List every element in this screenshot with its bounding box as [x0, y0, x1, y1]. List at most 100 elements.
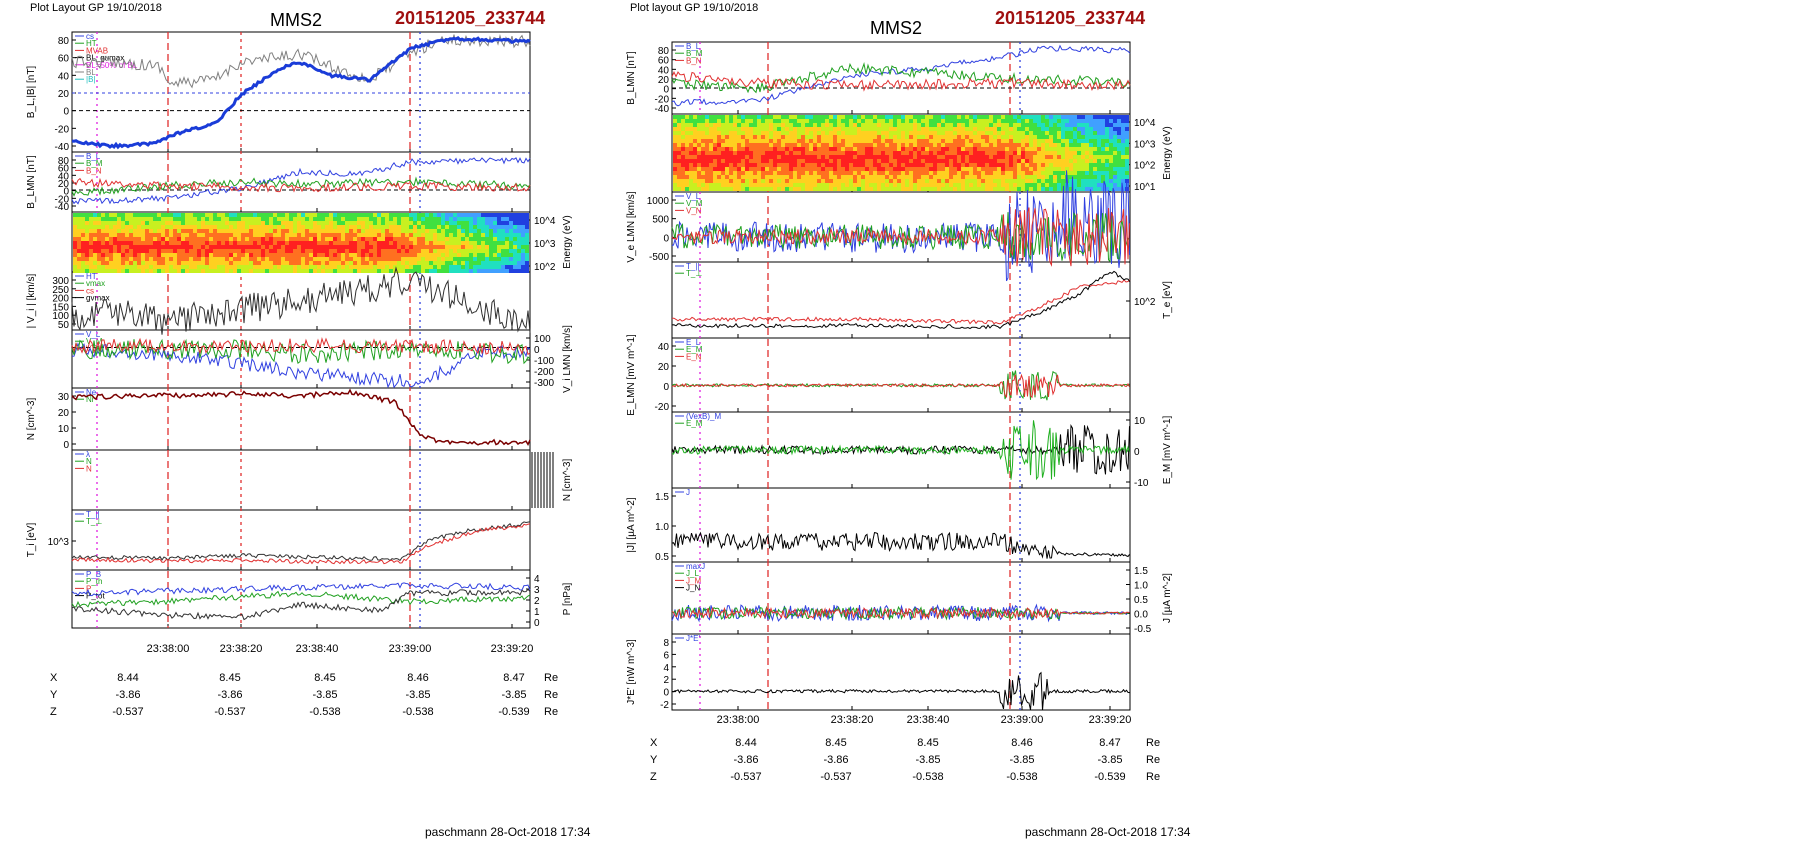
left-spectrogram-cell [465, 213, 469, 217]
right-spectrogram-cell [677, 115, 681, 119]
right-panel-6-ytick-label-0: 1.5 [655, 492, 669, 503]
left-spectrogram-cell [97, 233, 101, 237]
right-spectrogram-cell [689, 155, 693, 159]
right-spectrogram-cell [905, 187, 909, 191]
left-spectrogram-cell [277, 249, 281, 253]
right-spectrogram-cell [929, 151, 933, 155]
right-spectrogram-cell [877, 135, 881, 139]
left-spectrogram-cell [97, 213, 101, 217]
right-spectrogram-cell [741, 139, 745, 143]
left-spectrogram-cell [153, 233, 157, 237]
right-spectrogram-cell [773, 179, 777, 183]
right-spectrogram-cell [721, 123, 725, 127]
right-spectrogram-cell [757, 139, 761, 143]
right-spectrogram-cell [981, 171, 985, 175]
right-spectrogram-cell [1049, 123, 1053, 127]
left-spectrogram-cell [409, 241, 413, 245]
right-spectrogram-cell [813, 183, 817, 187]
left-spectrogram-cell [377, 241, 381, 245]
right-spectrogram-cell [1113, 135, 1117, 139]
left-spectrogram-cell [441, 213, 445, 217]
right-panel-7-ylabel-right: J [µA m^-2] [1162, 573, 1173, 623]
left-spectrogram-cell [429, 249, 433, 253]
left-spectrogram-cell [193, 261, 197, 265]
left-spectrogram-cell [153, 241, 157, 245]
right-spectrogram-cell [917, 155, 921, 159]
left-spectrogram-cell [405, 245, 409, 249]
left-spectrogram-cell [269, 261, 273, 265]
right-spectrogram-cell [677, 183, 681, 187]
left-spectrogram-cell [89, 221, 93, 225]
right-spectrogram-cell [825, 179, 829, 183]
left-spectrogram-cell [133, 261, 137, 265]
right-spectrogram-cell [893, 167, 897, 171]
right-spectrogram-cell [1049, 179, 1053, 183]
left-spectrogram-cell [425, 261, 429, 265]
right-panel-7-frame [671, 561, 1131, 635]
left-spectrogram-cell [465, 237, 469, 241]
left-spectrogram-cell [105, 217, 109, 221]
right-spectrogram-cell [1101, 183, 1105, 187]
right-spectrogram-cell [925, 171, 929, 175]
right-spectrogram-cell [1117, 143, 1121, 147]
right-spectrogram-cell [1101, 123, 1105, 127]
left-spectrogram-cell [345, 241, 349, 245]
right-spectrogram-cell [953, 131, 957, 135]
right-spectrogram-cell [765, 171, 769, 175]
left-spectrogram-cell [185, 241, 189, 245]
right-spectrogram-cell [809, 163, 813, 167]
right-spectrogram-cell [953, 123, 957, 127]
left-spectrogram-cell [393, 237, 397, 241]
left-spectrogram-cell [77, 245, 81, 249]
right-spectrogram-cell [809, 175, 813, 179]
right-spectrogram-cell [749, 115, 753, 119]
right-spectrogram-cell [701, 171, 705, 175]
left-spectrogram-cell [449, 245, 453, 249]
left-spectrogram-cell [313, 225, 317, 229]
right-spectrogram-cell [909, 143, 913, 147]
right-spectrogram-cell [1017, 187, 1021, 191]
right-spectrogram-cell [1093, 131, 1097, 135]
right-spectrogram-cell [677, 139, 681, 143]
left-spectrogram-cell [177, 265, 181, 269]
right-panel-0-legend-2: B_N [686, 56, 702, 65]
right-spectrogram-cell [861, 175, 865, 179]
right-spectrogram-cell [769, 171, 773, 175]
right-spectrogram-cell [825, 167, 829, 171]
right-spectrogram-cell [1029, 179, 1033, 183]
right-panel-6-legend-0: J [686, 488, 690, 497]
left-spectrogram-cell [261, 265, 265, 269]
right-spectrogram-cell [1125, 171, 1129, 175]
right-spectrogram-cell [849, 139, 853, 143]
right-spectrogram-cell [701, 163, 705, 167]
left-spectrogram-cell [485, 225, 489, 229]
left-spectrogram-cell [121, 257, 125, 261]
right-spectrogram-cell [1009, 151, 1013, 155]
right-spectrogram-cell [717, 183, 721, 187]
left-spectrogram-cell [401, 233, 405, 237]
right-spectrogram-cell [785, 167, 789, 171]
left-spectrogram-cell [289, 241, 293, 245]
right-spectrogram-cell [929, 175, 933, 179]
right-spectrogram-cell [901, 147, 905, 151]
right-spectrogram-cell [1081, 119, 1085, 123]
left-spectrogram-cell [73, 261, 77, 265]
left-spectrogram-cell [245, 217, 249, 221]
left-spectrogram-cell [429, 265, 433, 269]
left-spectrogram-cell [437, 233, 441, 237]
right-spectrogram-cell [973, 159, 977, 163]
right-spectrogram-cell [685, 151, 689, 155]
left-spectrogram-cell [293, 253, 297, 257]
right-panel-5-legend-1: E_M [686, 419, 703, 428]
right-spectrogram-cell [845, 143, 849, 147]
left-spectrogram-cell [157, 241, 161, 245]
right-spectrogram-cell [849, 183, 853, 187]
right-spectrogram-cell [849, 151, 853, 155]
left-spectrogram-cell [237, 261, 241, 265]
left-spectrogram-cell [117, 221, 121, 225]
left-spectrogram-cell [109, 237, 113, 241]
right-coord-unit-1: Re [1146, 754, 1160, 766]
right-spectrogram-cell [1121, 171, 1125, 175]
left-spectrogram-cell [509, 269, 513, 273]
right-spectrogram-cell [725, 163, 729, 167]
